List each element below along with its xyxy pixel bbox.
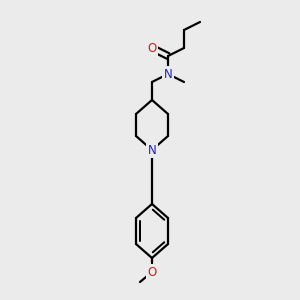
Text: N: N xyxy=(164,68,172,80)
Text: O: O xyxy=(147,41,157,55)
Text: O: O xyxy=(147,266,157,278)
Text: N: N xyxy=(148,143,156,157)
